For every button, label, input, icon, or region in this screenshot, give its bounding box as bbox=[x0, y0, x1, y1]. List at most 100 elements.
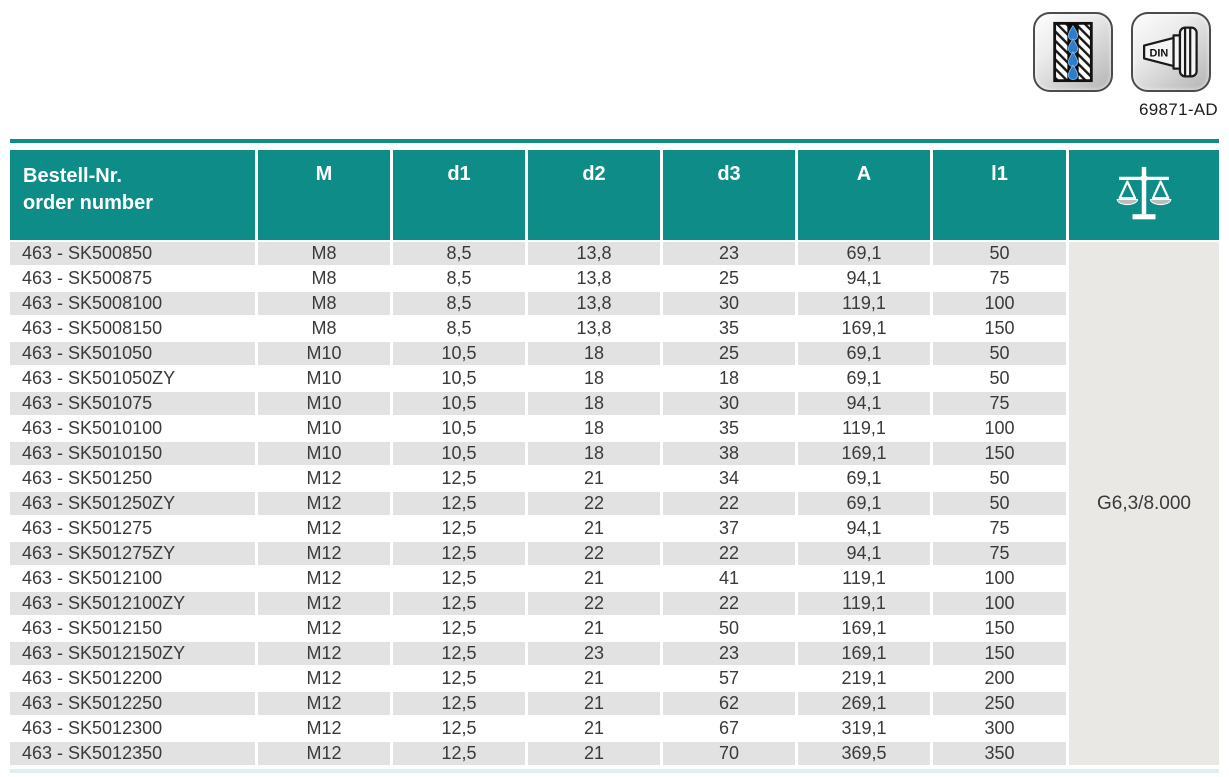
dimension-cell: 22 bbox=[663, 492, 795, 515]
dimension-cell: 13,8 bbox=[528, 317, 660, 340]
dimension-cell: M8 bbox=[258, 292, 390, 315]
dimension-cell: 22 bbox=[663, 542, 795, 565]
dimension-cell: 23 bbox=[528, 642, 660, 665]
dimension-cell: 94,1 bbox=[798, 392, 930, 415]
order-number-cell: 463 - SK5012150ZY bbox=[10, 642, 255, 665]
order-number-cell: 463 - SK5012100ZY bbox=[10, 592, 255, 615]
dimension-cell: 12,5 bbox=[393, 742, 525, 765]
order-number-cell: 463 - SK5012100 bbox=[10, 567, 255, 590]
dimension-cell: 35 bbox=[663, 317, 795, 340]
dimension-cell: 12,5 bbox=[393, 692, 525, 715]
dimension-cell: 12,5 bbox=[393, 567, 525, 590]
dimension-cell: 219,1 bbox=[798, 667, 930, 690]
dimension-cell: 50 bbox=[933, 367, 1066, 390]
dimension-cell: 21 bbox=[528, 467, 660, 490]
dimension-cell: 18 bbox=[528, 417, 660, 440]
order-number-cell: 463 - SK501275ZY bbox=[10, 542, 255, 565]
dimension-cell: 12,5 bbox=[393, 467, 525, 490]
dimension-cell: 269,1 bbox=[798, 692, 930, 715]
table-body: G6,3/8.000 463 - SK500850 M8 8,5 13,8 23 69,1… bbox=[10, 242, 1219, 765]
dimension-cell: 21 bbox=[528, 617, 660, 640]
dimension-cell: 300 bbox=[933, 717, 1066, 740]
order-number-cell: 463 - SK5008100 bbox=[10, 292, 255, 315]
dimension-cell: 67 bbox=[663, 717, 795, 740]
dimension-cell: 10,5 bbox=[393, 417, 525, 440]
dimension-cell: M12 bbox=[258, 692, 390, 715]
order-number-cell: 463 - SK5012150 bbox=[10, 617, 255, 640]
dimension-cell: 150 bbox=[933, 642, 1066, 665]
order-number-cell: 463 - SK501050 bbox=[10, 342, 255, 365]
dimension-cell: 100 bbox=[933, 592, 1066, 615]
dimension-cell: 13,8 bbox=[528, 242, 660, 265]
dimension-cell: 25 bbox=[663, 267, 795, 290]
dimension-cell: 30 bbox=[663, 392, 795, 415]
dimension-cell: 21 bbox=[528, 567, 660, 590]
column-header-l1: l1 bbox=[933, 150, 1066, 240]
dimension-cell: M10 bbox=[258, 417, 390, 440]
dimension-cell: M8 bbox=[258, 317, 390, 340]
order-number-cell: 463 - SK501050ZY bbox=[10, 367, 255, 390]
dimension-cell: 50 bbox=[933, 242, 1066, 265]
dimension-cell: 38 bbox=[663, 442, 795, 465]
order-number-cell: 463 - SK501250 bbox=[10, 467, 255, 490]
dimension-cell: M8 bbox=[258, 267, 390, 290]
dimension-cell: 100 bbox=[933, 567, 1066, 590]
order-number-cell: 463 - SK500875 bbox=[10, 267, 255, 290]
dimension-cell: M8 bbox=[258, 242, 390, 265]
din-taper-shank-icon: DIN bbox=[1131, 12, 1211, 92]
dimension-cell: 23 bbox=[663, 242, 795, 265]
dimension-cell: 50 bbox=[933, 342, 1066, 365]
dimension-cell: M12 bbox=[258, 592, 390, 615]
dimension-cell: M12 bbox=[258, 667, 390, 690]
order-number-cell: 463 - SK5012200 bbox=[10, 667, 255, 690]
column-header-M: M bbox=[258, 150, 390, 240]
dimension-cell: M10 bbox=[258, 392, 390, 415]
dimension-cell: 8,5 bbox=[393, 317, 525, 340]
dimension-cell: 369,5 bbox=[798, 742, 930, 765]
dimension-cell: 35 bbox=[663, 417, 795, 440]
dimension-cell: 119,1 bbox=[798, 417, 930, 440]
dimension-cell: 12,5 bbox=[393, 642, 525, 665]
dimension-cell: 69,1 bbox=[798, 467, 930, 490]
taper-shank-icon: DIN bbox=[1143, 26, 1198, 78]
dimension-cell: 94,1 bbox=[798, 542, 930, 565]
dimension-cell: M12 bbox=[258, 617, 390, 640]
order-number-cell: 463 - SK5010150 bbox=[10, 442, 255, 465]
dimension-cell: 94,1 bbox=[798, 267, 930, 290]
dimension-cell: 94,1 bbox=[798, 517, 930, 540]
dimension-cell: 69,1 bbox=[798, 242, 930, 265]
dimension-cell: M12 bbox=[258, 467, 390, 490]
dimension-cell: 69,1 bbox=[798, 492, 930, 515]
column-header-weight bbox=[1069, 150, 1219, 240]
dimension-cell: 10,5 bbox=[393, 442, 525, 465]
dimension-cell: 50 bbox=[933, 492, 1066, 515]
dimension-cell: 70 bbox=[663, 742, 795, 765]
dimension-cell: 119,1 bbox=[798, 567, 930, 590]
dimension-cell: 50 bbox=[663, 617, 795, 640]
order-number-cell: 463 - SK501250ZY bbox=[10, 492, 255, 515]
dimension-cell: 23 bbox=[663, 642, 795, 665]
dimension-cell: 30 bbox=[663, 292, 795, 315]
dimension-cell: M10 bbox=[258, 442, 390, 465]
dimension-cell: 18 bbox=[528, 367, 660, 390]
dimension-cell: 69,1 bbox=[798, 367, 930, 390]
dimension-cell: 100 bbox=[933, 292, 1066, 315]
dimension-cell: M12 bbox=[258, 717, 390, 740]
order-number-cell: 463 - SK5012350 bbox=[10, 742, 255, 765]
order-number-cell: 463 - SK501075 bbox=[10, 392, 255, 415]
dimension-cell: 21 bbox=[528, 717, 660, 740]
dimension-cell: 169,1 bbox=[798, 442, 930, 465]
coolant-channel-icon bbox=[1053, 21, 1093, 83]
table-bottom-rule bbox=[10, 769, 1219, 773]
dimension-cell: 22 bbox=[528, 542, 660, 565]
dimension-cell: 12,5 bbox=[393, 517, 525, 540]
dimension-cell: 150 bbox=[933, 617, 1066, 640]
dimension-cell: 169,1 bbox=[798, 317, 930, 340]
dimension-cell: 10,5 bbox=[393, 367, 525, 390]
dimension-cell: 10,5 bbox=[393, 392, 525, 415]
weight-class-cell: G6,3/8.000 bbox=[1069, 242, 1219, 765]
dimension-cell: 75 bbox=[933, 392, 1066, 415]
dimension-cell: 75 bbox=[933, 267, 1066, 290]
dimension-cell: 250 bbox=[933, 692, 1066, 715]
